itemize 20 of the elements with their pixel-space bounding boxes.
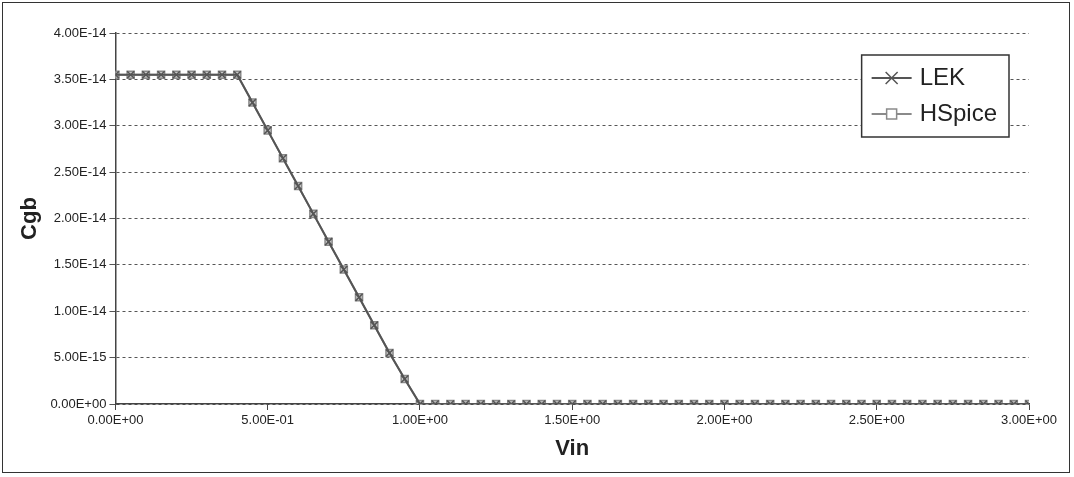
x-tick-label: 5.00E-01 xyxy=(241,412,295,428)
legend-label: HSpice xyxy=(919,98,998,126)
y-tick-label: 1.50E-14 xyxy=(53,256,107,272)
y-tick-label: 3.00E-14 xyxy=(53,117,107,133)
y-tick-label: 2.50E-14 xyxy=(53,163,107,179)
y-tick-label: 5.00E-15 xyxy=(53,349,107,365)
y-tick-label: 1.00E-14 xyxy=(53,302,107,318)
y-axis-title: Cgb xyxy=(16,197,42,240)
y-tick-label: 3.50E-14 xyxy=(53,70,107,86)
x-tick-label: 2.00E+00 xyxy=(696,412,753,428)
x-tick-label: 0.00E+00 xyxy=(87,412,144,428)
y-tick-label: 4.00E-14 xyxy=(53,24,107,40)
legend-label: LEK xyxy=(919,62,966,90)
y-tick-label: 0.00E+00 xyxy=(50,395,107,411)
x-axis-title: Vin xyxy=(555,434,590,460)
y-tick-label: 2.00E-14 xyxy=(53,210,107,226)
x-tick-label: 1.00E+00 xyxy=(391,412,448,428)
x-tick-label: 3.00E+00 xyxy=(1000,412,1058,428)
x-tick-label: 1.50E+00 xyxy=(544,412,601,428)
x-tick-label: 2.50E+00 xyxy=(848,412,905,428)
